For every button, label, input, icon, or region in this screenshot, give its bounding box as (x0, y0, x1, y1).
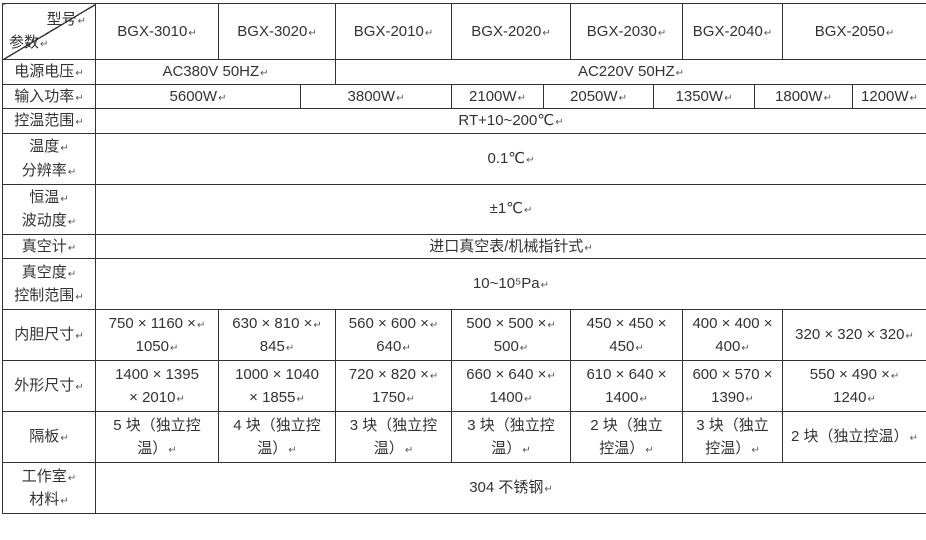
row-label-temp-resolution: 温度↵ 分辨率↵ (2, 132, 96, 185)
model-header-cell: BGX-2020↵ (451, 3, 571, 60)
value-cell: 560 × 600 ×↵ 640↵ (335, 308, 452, 361)
corner-cell: 型号↵ 参数↵ (2, 3, 96, 60)
value-cell: 5 块（独立控 温）↵ (95, 410, 219, 463)
value-cell: 5600W↵ (95, 83, 301, 110)
table-row-chamber-material: 工作室↵ 材料↵ 304 不锈钢↵ (2, 461, 926, 514)
value-cell: 进口真空表/机械指针式↵ (95, 233, 926, 259)
row-label-shelves: 隔板↵ (2, 410, 96, 463)
table-row-vacuum-control-range: 真空度↵ 控制范围↵ 10~10⁵Pa↵ (2, 257, 926, 310)
value-cell: 2050W↵ (543, 83, 654, 110)
value-cell: 450 × 450 × 450↵ (570, 308, 683, 361)
value-cell: 10~10⁵Pa↵ (95, 257, 926, 310)
value-cell: 2 块（独立控温）↵ (782, 410, 926, 463)
header-row: 型号↵ 参数↵ BGX-3010↵ BGX-3020↵ BGX-2010↵ BG… (2, 3, 926, 60)
model-header-cell: BGX-2050↵ (782, 3, 926, 60)
model-header-cell: BGX-3010↵ (95, 3, 219, 60)
value-cell: 610 × 640 × 1400↵ (570, 359, 683, 412)
table-row-temp-control-range: 控温范围↵ RT+10~200℃↵ (2, 108, 926, 134)
row-label-vacuum-gauge: 真空计↵ (2, 233, 96, 259)
row-label-input-power: 输入功率↵ (2, 83, 96, 110)
table-row-temp-fluctuation: 恒温↵ 波动度↵ ±1℃↵ (2, 183, 926, 235)
table-row-input-power: 输入功率↵ 5600W↵ 3800W↵ 2100W↵ 2050W↵ 1350W↵… (2, 83, 926, 110)
value-cell: RT+10~200℃↵ (95, 108, 926, 134)
value-cell: 3800W↵ (300, 83, 452, 110)
value-cell: 1200W↵ (852, 83, 926, 110)
row-label-temp-control-range: 控温范围↵ (2, 108, 96, 134)
table-row-vacuum-gauge: 真空计↵ 进口真空表/机械指针式↵ (2, 233, 926, 259)
table-row-inner-size: 内胆尺寸↵ 750 × 1160 ×↵ 1050↵ 630 × 810 ×↵ 845… (2, 308, 926, 361)
value-cell: 1000 × 1040 × 1855↵ (218, 359, 336, 412)
table-row-shelves: 隔板↵ 5 块（独立控 温）↵ 4 块（独立控 温）↵ 3 块（独立控 温）↵ 3 块… (2, 410, 926, 463)
model-header-cell: BGX-2040↵ (682, 3, 783, 60)
row-label-inner-size: 内胆尺寸↵ (2, 308, 96, 361)
corner-param-label: 参数↵ (9, 33, 49, 51)
corner-model-label: 型号↵ (46, 11, 86, 28)
value-cell: 550 × 490 ×↵ 1240↵ (782, 359, 926, 412)
value-cell: AC220V 50HZ↵ (335, 59, 926, 85)
value-cell: 660 × 640 ×↵ 1400↵ (451, 359, 571, 412)
model-header-cell: BGX-2010↵ (335, 3, 452, 60)
value-cell: 400 × 400 × 400↵ (682, 308, 783, 361)
specifications-table: 型号↵ 参数↵ BGX-3010↵ BGX-3020↵ BGX-2010↵ BG… (2, 3, 926, 514)
row-label-outer-size: 外形尺寸↵ (2, 359, 96, 412)
value-cell: 630 × 810 ×↵ 845↵ (218, 308, 336, 361)
row-label-power-voltage: 电源电压↵ (2, 59, 96, 85)
value-cell: 1400 × 1395 × 2010↵ (95, 359, 219, 412)
value-cell: 3 块（独立控温）↵ (451, 410, 571, 463)
value-cell: 600 × 570 × 1390↵ (682, 359, 783, 412)
table-row-power-voltage: 电源电压↵ AC380V 50HZ↵ AC220V 50HZ↵ (2, 59, 926, 85)
value-cell: 320 × 320 × 320↵ (782, 308, 926, 361)
row-label-chamber-material: 工作室↵ 材料↵ (2, 461, 96, 514)
value-cell: AC380V 50HZ↵ (95, 59, 336, 85)
row-label-temp-fluctuation: 恒温↵ 波动度↵ (2, 183, 96, 235)
table-row-outer-size: 外形尺寸↵ 1400 × 1395 × 2010↵ 1000 × 1040 × 18… (2, 359, 926, 412)
value-cell: 500 × 500 ×↵ 500↵ (451, 308, 571, 361)
value-cell: 304 不锈钢↵ (95, 461, 926, 514)
value-cell: 1350W↵ (653, 83, 755, 110)
value-cell: 720 × 820 ×↵ 1750↵ (335, 359, 452, 412)
value-cell: 3 块（独立控温）↵ (335, 410, 452, 463)
model-header-cell: BGX-2030↵ (570, 3, 683, 60)
value-cell: 0.1℃↵ (95, 132, 926, 185)
value-cell: 750 × 1160 ×↵ 1050↵ (95, 308, 219, 361)
row-label-vacuum-control-range: 真空度↵ 控制范围↵ (2, 257, 96, 310)
table-row-temp-resolution: 温度↵ 分辨率↵ 0.1℃↵ (2, 132, 926, 185)
value-cell: 3 块（独立控温）↵ (682, 410, 783, 463)
value-cell: 2 块（独立控温）↵ (570, 410, 683, 463)
value-cell: 4 块（独立控 温）↵ (218, 410, 336, 463)
value-cell: 2100W↵ (451, 83, 544, 110)
value-cell: 1800W↵ (754, 83, 853, 110)
value-cell: ±1℃↵ (95, 183, 926, 235)
model-header-cell: BGX-3020↵ (218, 3, 336, 60)
